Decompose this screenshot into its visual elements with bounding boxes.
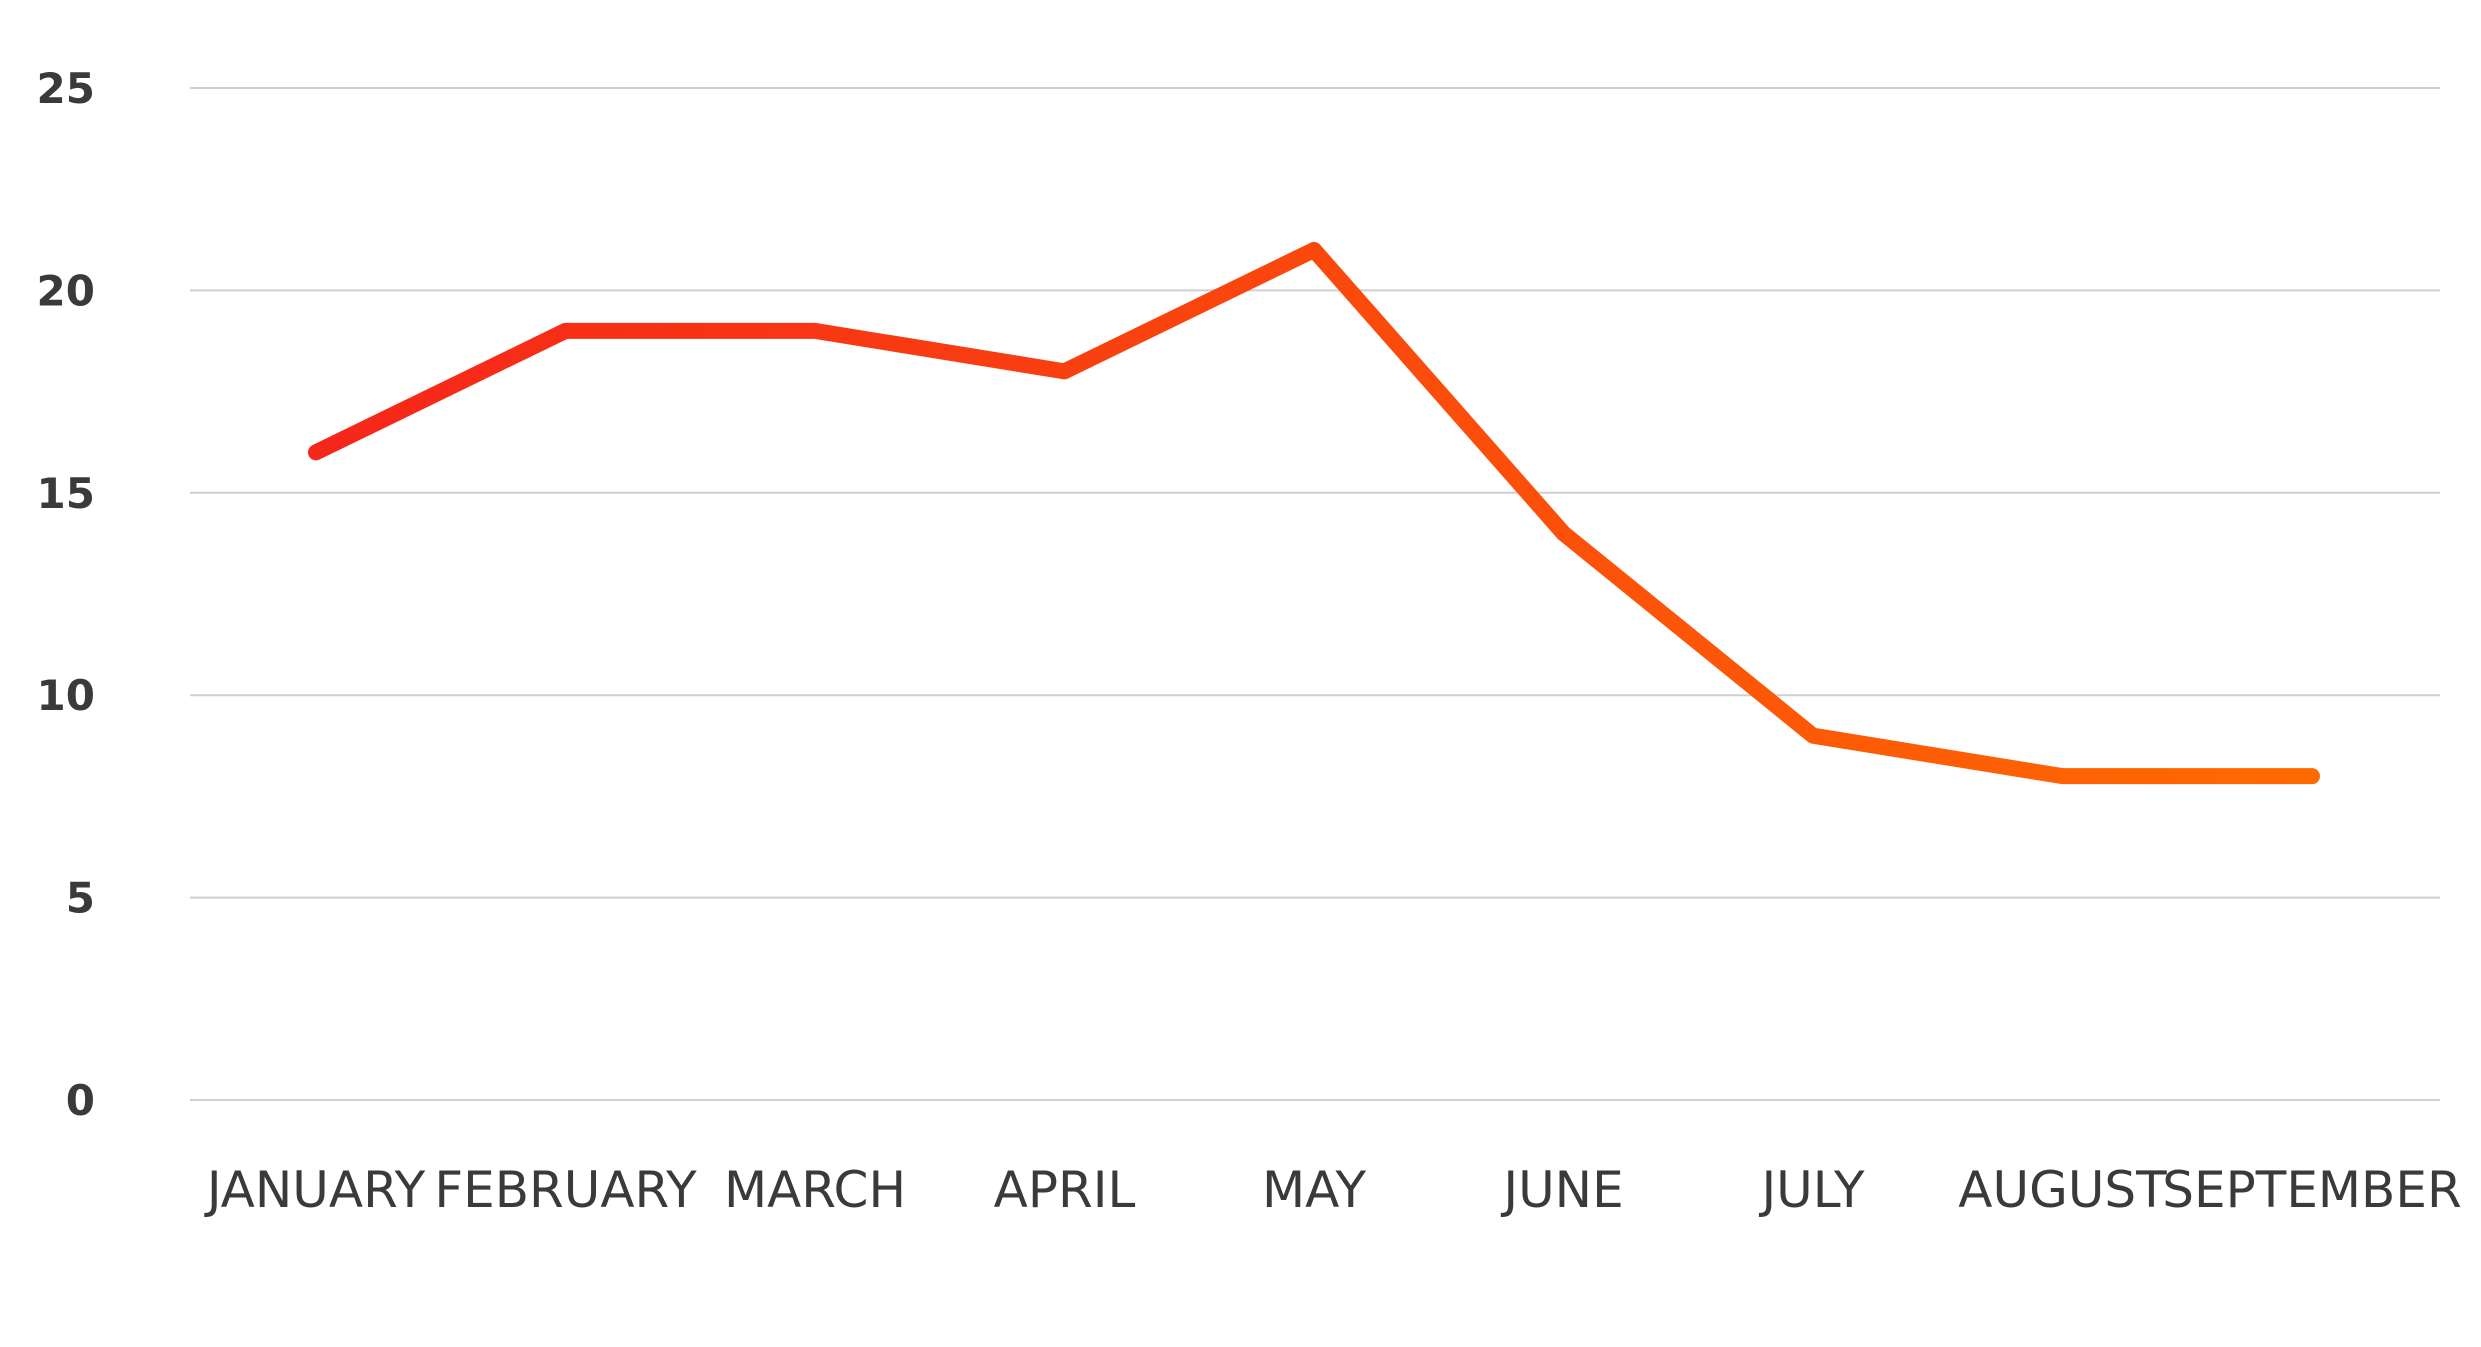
- y-tick-label-20: 20: [37, 266, 95, 315]
- y-tick-label-5: 5: [66, 874, 95, 923]
- x-tick-label-march: MARCH: [724, 1161, 906, 1219]
- x-axis: JANUARY FEBRUARY MARCH APRIL MAY JUNE JULY AUGU…: [204, 1161, 2462, 1219]
- x-tick-label-july: JULY: [1758, 1161, 1865, 1219]
- x-tick-label-august: AUGUST: [1958, 1161, 2167, 1219]
- x-tick-label-june: JUNE: [1500, 1161, 1623, 1219]
- x-tick-label-september: SEPTEMBER: [2162, 1161, 2461, 1219]
- y-tick-label-0: 0: [66, 1076, 95, 1125]
- series-layer: [308, 241, 2320, 785]
- gridlines: [190, 87, 2440, 1101]
- x-tick-label-may: MAY: [1262, 1161, 1366, 1219]
- series-line-0: [308, 241, 2320, 785]
- x-tick-label-february: FEBRUARY: [434, 1161, 697, 1219]
- y-axis: 0 5 10 15 20 25: [37, 64, 95, 1125]
- x-tick-label-april: APRIL: [994, 1161, 1136, 1219]
- x-tick-label-january: JANUARY: [204, 1161, 426, 1219]
- y-tick-label-15: 15: [37, 469, 95, 518]
- y-tick-label-25: 25: [37, 64, 95, 113]
- y-tick-label-10: 10: [37, 671, 95, 720]
